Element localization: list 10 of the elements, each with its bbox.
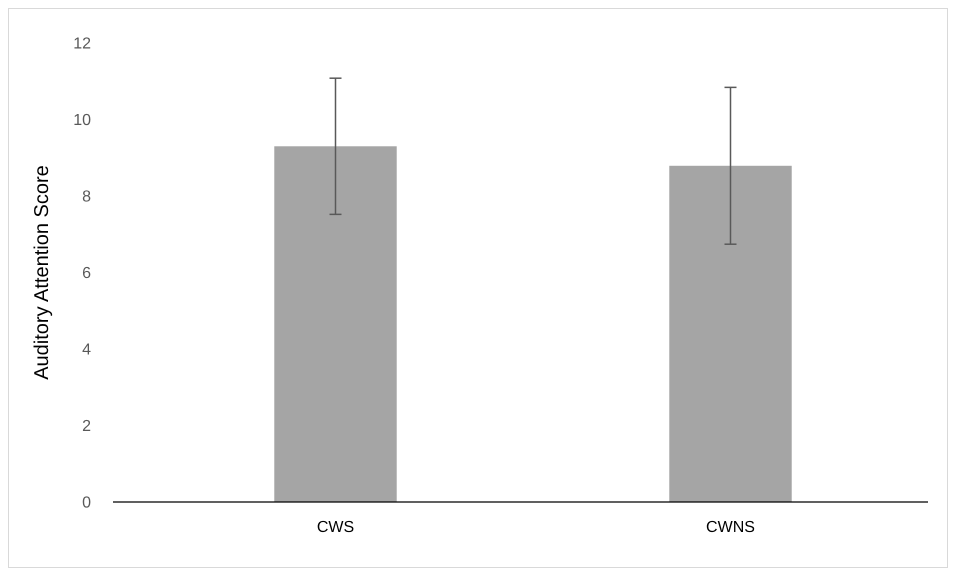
y-axis-title: Auditory Attention Score — [31, 165, 53, 380]
y-tick-label: 10 — [73, 112, 92, 130]
x-tick-label: CWNS — [706, 519, 755, 536]
y-tick-label: 4 — [82, 342, 92, 359]
y-tick-label: 2 — [82, 418, 92, 436]
y-tick-label: 6 — [82, 265, 92, 282]
x-tick-label: CWS — [316, 519, 354, 536]
y-tick-label: 8 — [82, 188, 92, 206]
y-tick-label: 0 — [82, 494, 92, 512]
y-tick-label: 12 — [73, 36, 92, 53]
